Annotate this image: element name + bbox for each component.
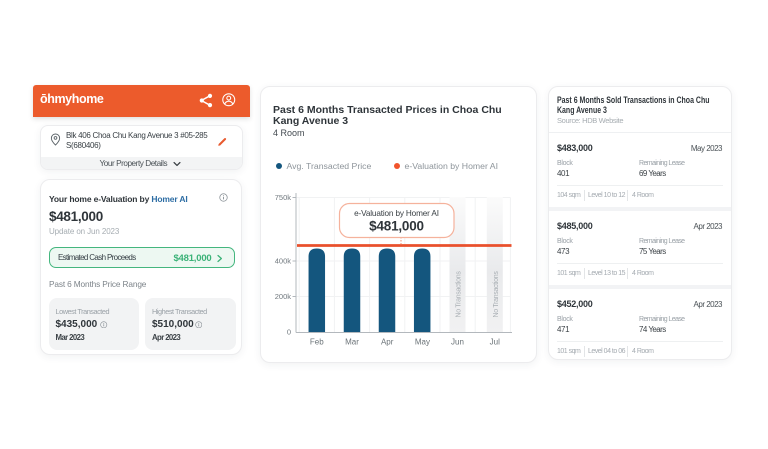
svg-text:Mar: Mar (345, 338, 359, 347)
svg-text:Feb: Feb (310, 338, 324, 347)
svg-text:$481,000: $481,000 (369, 219, 424, 234)
svg-text:0: 0 (287, 328, 291, 337)
svg-text:400k: 400k (275, 257, 292, 266)
svg-text:May: May (415, 338, 430, 347)
svg-text:Apr: Apr (381, 338, 394, 347)
svg-text:Jun: Jun (451, 338, 464, 347)
svg-text:Jul: Jul (490, 338, 500, 347)
svg-text:No Transactions: No Transactions (456, 271, 463, 318)
svg-text:750k: 750k (275, 193, 292, 202)
svg-text:e-Valuation by Homer AI: e-Valuation by Homer AI (354, 209, 439, 218)
svg-text:No Transactions: No Transactions (493, 271, 500, 318)
svg-text:200k: 200k (275, 292, 292, 301)
